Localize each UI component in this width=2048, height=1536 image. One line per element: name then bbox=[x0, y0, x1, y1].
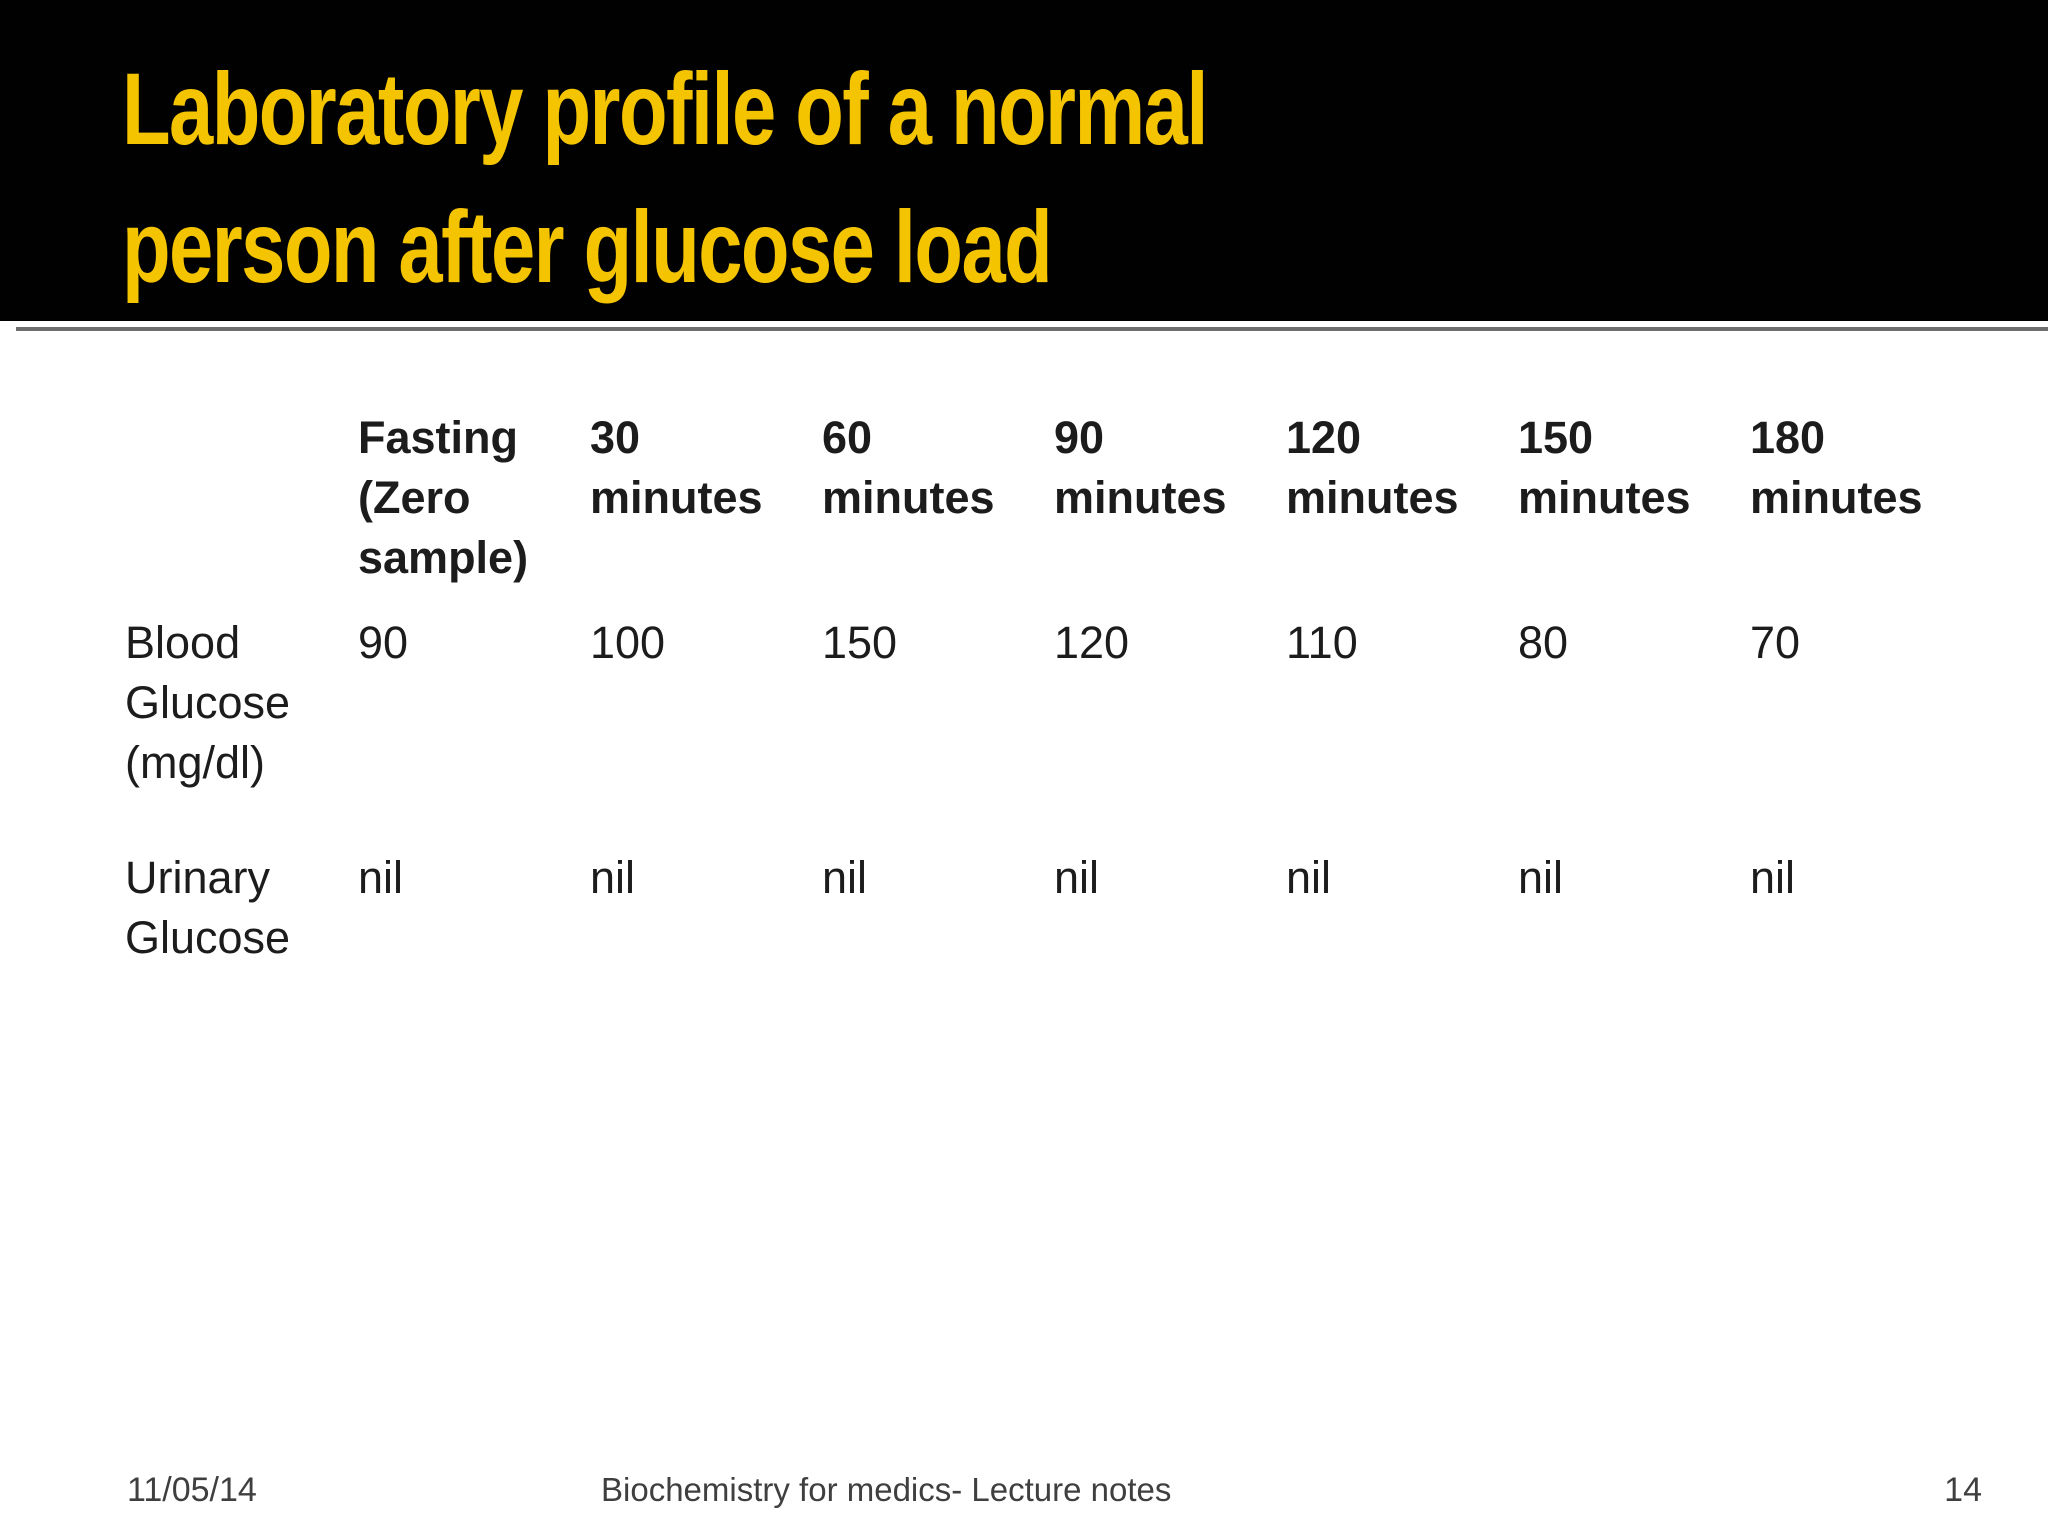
divider-line bbox=[16, 327, 2048, 331]
blood-glucose-90min: 120 bbox=[1054, 617, 1130, 668]
footer-course-name: Biochemistry for medics- Lecture notes bbox=[601, 1471, 1172, 1508]
column-header-180-minutes: 180 minutes bbox=[1750, 412, 1923, 523]
blood-glucose-150min: 80 bbox=[1518, 617, 1569, 668]
urinary-glucose-180min: nil bbox=[1750, 852, 1796, 903]
row-label-blood-glucose: Blood Glucose (mg/dl) bbox=[125, 617, 291, 788]
column-header-90-minutes: 90 minutes bbox=[1054, 412, 1227, 523]
column-header-60-minutes: 60 minutes bbox=[822, 412, 995, 523]
table-row-blood-glucose: Blood Glucose (mg/dl) 90 100 150 120 110… bbox=[125, 613, 1982, 793]
urinary-glucose-150min: nil bbox=[1518, 852, 1564, 903]
column-header-120-minutes: 120 minutes bbox=[1286, 412, 1459, 523]
blood-glucose-180min: 70 bbox=[1750, 617, 1801, 668]
blood-glucose-60min: 150 bbox=[822, 617, 898, 668]
row-label-urinary-glucose: Urinary Glucose bbox=[125, 852, 291, 963]
column-header-fasting: Fasting (Zero sample) bbox=[358, 412, 529, 583]
table-header-row: Fasting (Zero sample) 30 minutes 60 minu… bbox=[125, 408, 1982, 588]
urinary-glucose-30min: nil bbox=[590, 852, 636, 903]
blood-glucose-fasting: 90 bbox=[358, 617, 409, 668]
blood-glucose-120min: 110 bbox=[1286, 617, 1358, 668]
title-banner: Laboratory profile of a normal person af… bbox=[0, 0, 2048, 321]
slide-title-line-1: Laboratory profile of a normal bbox=[122, 52, 1208, 166]
blood-glucose-30min: 100 bbox=[590, 617, 666, 668]
column-header-150-minutes: 150 minutes bbox=[1518, 412, 1691, 523]
urinary-glucose-fasting: nil bbox=[358, 852, 404, 903]
urinary-glucose-90min: nil bbox=[1054, 852, 1100, 903]
table-row-urinary-glucose: Urinary Glucose nil nil nil nil nil nil … bbox=[125, 848, 1982, 968]
urinary-glucose-60min: nil bbox=[822, 852, 868, 903]
column-header-30-minutes: 30 minutes bbox=[590, 412, 763, 523]
slide-title: Laboratory profile of a normal person af… bbox=[122, 40, 1208, 316]
urinary-glucose-120min: nil bbox=[1286, 852, 1332, 903]
slide-title-line-2: person after glucose load bbox=[122, 190, 1053, 304]
footer-date: 11/05/14 bbox=[127, 1471, 257, 1509]
footer-page-number: 14 bbox=[1944, 1471, 1982, 1509]
